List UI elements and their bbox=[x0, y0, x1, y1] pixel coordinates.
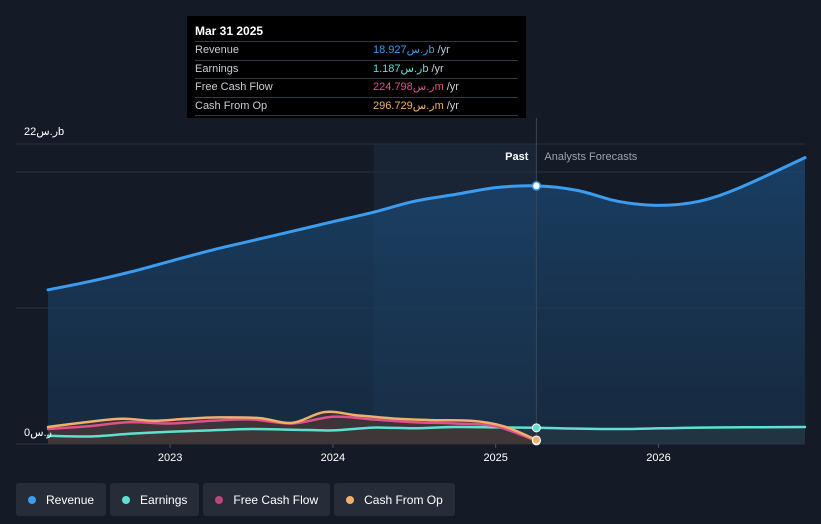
tooltip-value-number: 224.798ر.سm bbox=[373, 81, 444, 93]
legend-dot-icon bbox=[215, 495, 224, 504]
x-tick-label: 2026 bbox=[646, 452, 670, 464]
tooltip-label: Free Cash Flow bbox=[195, 81, 273, 93]
legend-label: Revenue bbox=[46, 492, 95, 507]
tooltip-row-cash-from-op: Cash From Op 296.729ر.سm/yr bbox=[195, 98, 518, 116]
legend: Revenue Earnings Free Cash Flow Cash Fro… bbox=[16, 483, 455, 516]
earnings-line[interactable] bbox=[46, 425, 807, 438]
legend-item-cash-from-op[interactable]: Cash From Op bbox=[334, 483, 455, 516]
cash-from-op-marker bbox=[531, 435, 541, 445]
tooltip-value-number: 1.187ر.سb bbox=[373, 62, 429, 75]
tooltip-value-unit: /yr bbox=[446, 81, 459, 93]
tooltip-value-unit: /yr bbox=[446, 99, 459, 112]
tooltip: Mar 31 2025 Revenue 18.927ر.سb/yr Earnin… bbox=[187, 16, 526, 118]
tooltip-label: Earnings bbox=[195, 62, 239, 75]
past-label: Past bbox=[505, 151, 529, 163]
forecast-label: Analysts Forecasts bbox=[544, 151, 637, 163]
tooltip-row-free-cash-flow: Free Cash Flow 224.798ر.سm/yr bbox=[195, 79, 518, 98]
x-axis-ticks: 2023 2024 2025 2026 bbox=[158, 444, 671, 464]
tooltip-value: 224.798ر.سm/yr bbox=[373, 79, 518, 97]
revenue-area bbox=[48, 157, 805, 444]
cash-from-op-line[interactable] bbox=[46, 410, 538, 442]
x-tick-label: 2025 bbox=[483, 452, 507, 464]
x-tick-label: 2023 bbox=[158, 452, 182, 464]
legend-label: Cash From Op bbox=[364, 492, 443, 507]
tooltip-value: 18.927ر.سb/yr bbox=[373, 42, 518, 60]
y-axis-bottom-label: 0ر.س bbox=[24, 427, 52, 439]
y-axis-top-label: 22ر.سb bbox=[24, 126, 65, 138]
revenue-marker bbox=[531, 181, 542, 191]
tooltip-date: Mar 31 2025 bbox=[195, 23, 518, 42]
legend-item-earnings[interactable]: Earnings bbox=[110, 483, 200, 516]
revenue-line[interactable] bbox=[46, 156, 807, 292]
tooltip-row-earnings: Earnings 1.187ر.سb/yr bbox=[195, 61, 518, 79]
tooltip-value-unit: /yr bbox=[431, 62, 444, 75]
legend-item-revenue[interactable]: Revenue bbox=[16, 483, 107, 516]
tooltip-value-number: 296.729ر.سm bbox=[373, 99, 444, 112]
legend-item-free-cash-flow[interactable]: Free Cash Flow bbox=[203, 483, 331, 516]
tooltip-label: Revenue bbox=[195, 44, 240, 56]
series-lines bbox=[46, 156, 807, 443]
tooltip-value-unit: /yr bbox=[437, 44, 450, 56]
tooltip-value: 1.187ر.سb/yr bbox=[373, 61, 518, 79]
tooltip-value-number: 18.927ر.سb bbox=[373, 44, 435, 56]
tooltip-row-revenue: Revenue 18.927ر.سb/yr bbox=[195, 42, 518, 61]
earnings-marker bbox=[531, 423, 541, 433]
tooltip-markers bbox=[531, 181, 542, 446]
tooltip-label: Cash From Op bbox=[195, 99, 268, 112]
legend-label: Earnings bbox=[140, 492, 188, 507]
legend-dot-icon bbox=[346, 495, 355, 504]
legend-dot-icon bbox=[122, 495, 131, 504]
x-tick-label: 2024 bbox=[321, 452, 345, 464]
legend-dot-icon bbox=[28, 495, 36, 504]
tooltip-value: 296.729ر.سm/yr bbox=[373, 98, 518, 116]
legend-label: Free Cash Flow bbox=[233, 492, 319, 507]
series-areas bbox=[48, 157, 805, 444]
